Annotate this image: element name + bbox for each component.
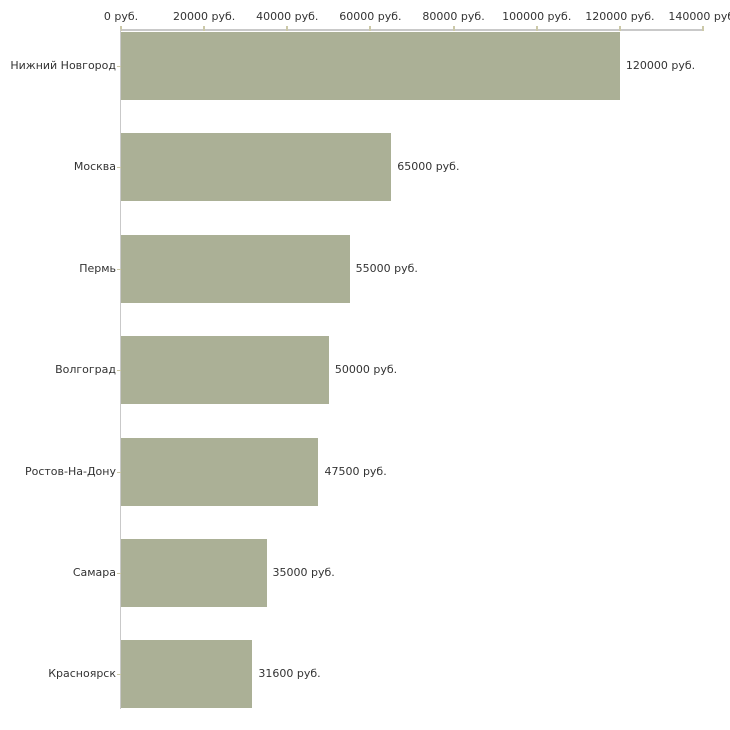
x-axis-tick-label: 140000 руб.	[668, 10, 730, 23]
bar-7	[121, 640, 253, 709]
bar-6	[121, 539, 267, 607]
bar-value-label: 120000 руб.	[625, 59, 696, 72]
x-axis-tick-mark	[535, 26, 538, 31]
x-axis-tick-mark	[702, 26, 704, 31]
bar-4	[121, 336, 329, 405]
y-axis-line	[120, 29, 121, 710]
category-label: Красноярск	[48, 667, 116, 681]
bar-value-label: 65000 руб.	[397, 160, 460, 174]
y-axis-tick-mark	[117, 370, 121, 371]
bar-3	[121, 234, 350, 303]
bar-value-label: 55000 руб.	[355, 261, 418, 275]
x-axis-tick-mark	[203, 26, 206, 31]
category-label: Нижний Новгород	[10, 59, 116, 72]
bar-1	[121, 32, 620, 100]
bar-2	[121, 133, 392, 202]
bar-5	[121, 437, 319, 506]
x-axis-tick-label: 0 руб.	[103, 10, 139, 23]
y-axis-tick-mark	[117, 674, 121, 675]
x-axis-tick-label: 80000 руб.	[422, 10, 485, 23]
category-label: Ростов-На-Дону	[24, 464, 116, 478]
x-axis-tick-mark	[286, 26, 289, 31]
category-label: Волгоград	[55, 363, 116, 377]
x-axis-tick-label: 20000 руб.	[173, 10, 236, 23]
x-axis-tick-label: 120000 руб.	[585, 10, 655, 23]
y-axis-tick-mark	[117, 269, 121, 270]
x-axis-tick-mark	[369, 26, 372, 31]
bar-value-label: 31600 руб.	[258, 667, 321, 681]
category-label: Пермь	[79, 261, 116, 275]
y-axis-tick-mark	[117, 167, 121, 168]
x-axis-tick-mark	[452, 26, 455, 31]
category-label: Москва	[73, 160, 116, 174]
category-label: Самара	[72, 566, 116, 579]
x-axis-tick-mark	[618, 26, 621, 31]
x-axis-tick-label: 60000 руб.	[339, 10, 402, 23]
bar-value-label: 50000 руб.	[334, 363, 398, 377]
x-axis-tick-mark	[120, 26, 122, 31]
x-axis-line	[121, 29, 704, 31]
x-axis-tick-label: 40000 руб.	[256, 10, 319, 23]
bar-value-label: 47500 руб.	[324, 464, 387, 478]
y-axis-tick-mark	[117, 472, 121, 473]
x-axis-tick-label: 100000 руб.	[502, 10, 572, 23]
y-axis-tick-mark	[117, 573, 121, 574]
bar-value-label: 35000 руб.	[272, 566, 335, 579]
y-axis-tick-mark	[117, 66, 121, 67]
